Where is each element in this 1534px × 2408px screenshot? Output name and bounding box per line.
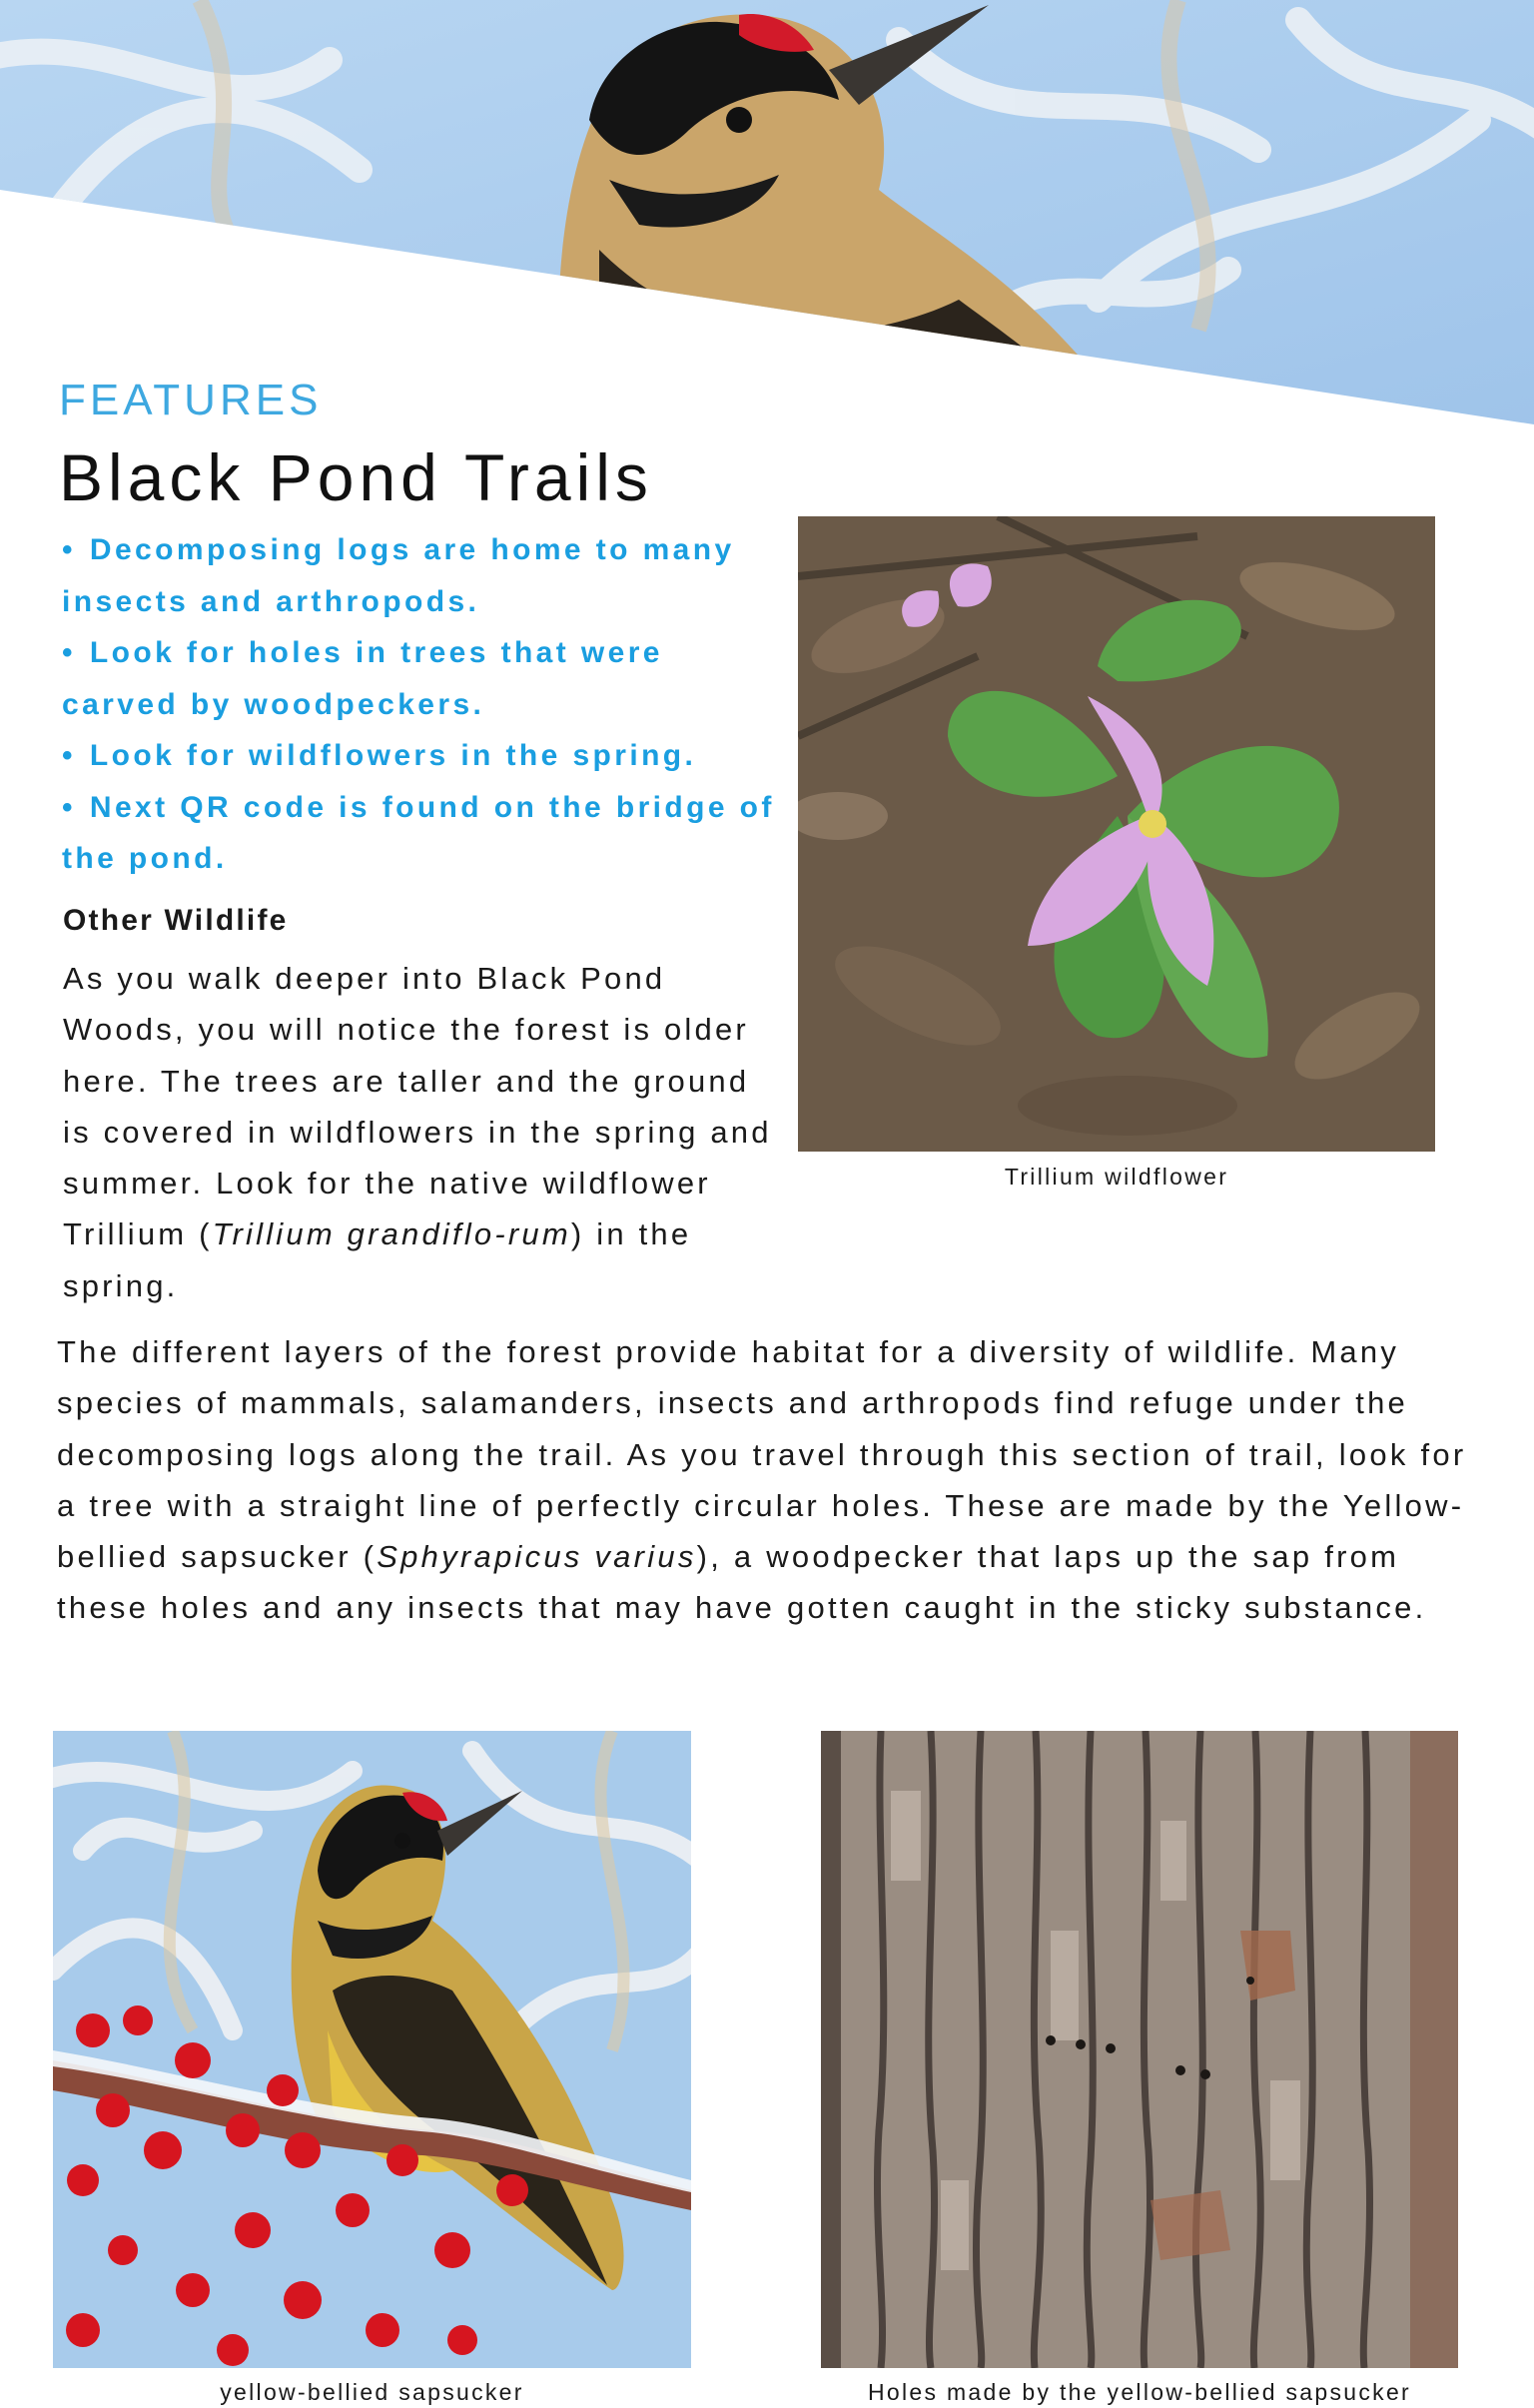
body-paragraph: The different layers of the forest provi… (57, 1334, 1467, 1626)
bullet-dot-icon: • (62, 636, 76, 669)
bullet-dot-icon: • (62, 790, 76, 824)
feature-bullet-list: • Decomposing logs are home to many insec… (62, 524, 781, 885)
trillium-photo (798, 516, 1435, 1152)
sapsucker-photo (53, 1731, 691, 2368)
feature-bullet: • Decomposing logs are home to many insec… (62, 533, 735, 618)
header-banner-image (0, 0, 1534, 424)
section-label: FEATURES (59, 376, 323, 424)
sapsucker-holes-photo (821, 1731, 1458, 2368)
feature-bullet: • Next QR code is found on the bridge of … (62, 790, 775, 876)
other-wildlife-paragraph: As you walk deeper into Black Pond Woods… (63, 961, 772, 1303)
bullet-dot-icon: • (62, 533, 76, 566)
feature-bullet: • Look for wildflowers in the spring. (62, 739, 697, 772)
trillium-caption: Trillium wildflower (1004, 1164, 1229, 1190)
page-title: Black Pond Trails (59, 440, 653, 514)
feature-bullet: • Look for holes in trees that were carve… (62, 636, 663, 721)
species-name: Trillium grandiflo-rum (212, 1216, 571, 1252)
species-name: Sphyrapicus varius (377, 1539, 697, 1575)
bullet-dot-icon: • (62, 739, 76, 772)
sapsucker-holes-caption: Holes made by the yellow-bellied sapsuck… (867, 2379, 1412, 2405)
other-wildlife-heading: Other Wildlife (63, 904, 289, 937)
sapsucker-caption: yellow-bellied sapsucker (220, 2379, 524, 2405)
